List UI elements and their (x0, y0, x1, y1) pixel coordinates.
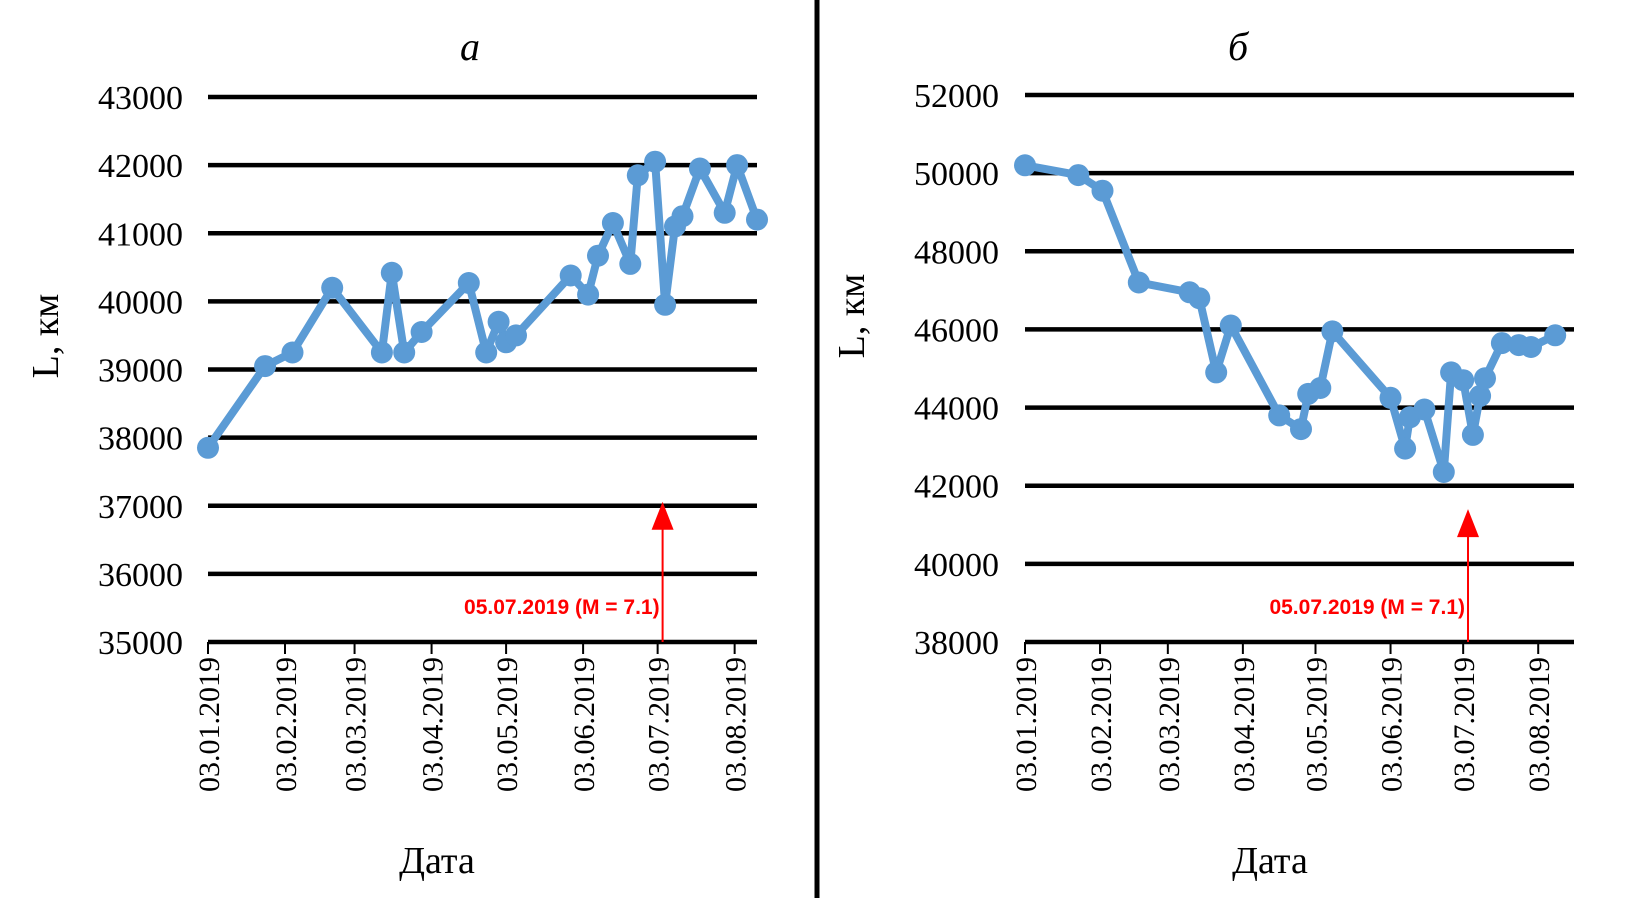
chart-2-data-point (1219, 314, 1242, 337)
chart-2-x-tick-label: 03.08.2019 (1523, 657, 1556, 792)
chart-1-data-point (746, 208, 768, 231)
chart-1-data-point (380, 261, 403, 284)
chart-2-data-point (1309, 377, 1332, 399)
chart-2-x-tick-label: 03.04.2019 (1228, 657, 1261, 792)
chart-1-data-point (281, 341, 304, 364)
chart-2-data-point (1490, 332, 1513, 355)
chart-2-data-point (1290, 418, 1312, 441)
chart-2-x-tick-label: 03.05.2019 (1300, 657, 1333, 792)
chart-1-data-point (654, 293, 677, 316)
chart-1-y-tick-label: 37000 (98, 489, 183, 526)
chart-1-x-tick-label: 03.05.2019 (491, 657, 524, 792)
chart-1-data-point (370, 341, 393, 364)
chart-1-annotation-arrow-head (651, 501, 674, 530)
chart-2-data-point (1067, 164, 1090, 187)
chart-2-y-tick-label: 52000 (914, 78, 999, 115)
chart-2-x-tick-label: 03.01.2019 (1010, 657, 1043, 792)
chart-1-x-tick-label: 03.06.2019 (568, 657, 601, 792)
chart-2-x-tick-label: 03.03.2019 (1153, 657, 1186, 792)
chart-2-data-point (1091, 179, 1114, 202)
chart-1-data-point (321, 276, 344, 299)
chart-2-data-point (1188, 287, 1211, 310)
chart-2-data-point (1474, 367, 1496, 390)
chart-2-y-tick-label: 48000 (914, 234, 999, 271)
chart-2-y-tick-label: 40000 (914, 547, 999, 584)
chart-2-data-point (1321, 320, 1344, 343)
chart-2-y-tick-label: 50000 (914, 156, 999, 193)
chart-2-panel-label: б (1228, 24, 1250, 69)
chart-1-data-point (197, 436, 219, 459)
chart-1-data-point (601, 212, 624, 234)
chart-2-data-point (1394, 437, 1417, 460)
chart-1-data-point (619, 252, 642, 275)
chart-1-data-point (587, 244, 609, 267)
chart-1-data-point (671, 205, 694, 228)
chart-1-x-tick-label: 03.08.2019 (720, 657, 753, 792)
chart-1-y-tick-label: 41000 (98, 216, 183, 253)
chart-1-data-point (393, 341, 416, 364)
chart-1-x-tick-label: 03.01.2019 (193, 657, 226, 792)
chart-1-data-point (713, 201, 736, 224)
chart-1-y-tick-label: 35000 (98, 625, 183, 662)
chart-1-y-tick-label: 39000 (98, 353, 183, 390)
chart-1-data-point (726, 154, 749, 177)
chart-1-y-tick-label: 36000 (98, 557, 183, 594)
chart-1-y-axis-title: L, км (25, 294, 67, 379)
chart-1-x-tick-label: 03.07.2019 (643, 657, 676, 792)
chart-1-data-point (505, 324, 527, 347)
chart-2-data-point (1452, 369, 1475, 392)
chart-2-data-point (1413, 398, 1436, 421)
chart-1-data-point (577, 283, 600, 306)
chart-1-data-point (644, 150, 667, 173)
chart-1-y-tick-label: 38000 (98, 421, 183, 458)
chart-2-x-tick-label: 03.07.2019 (1448, 657, 1481, 792)
chart-1-x-tick-label: 03.03.2019 (340, 657, 373, 792)
chart-2-y-axis-title: L, км (831, 274, 873, 359)
chart-2-data-point (1520, 336, 1542, 358)
chart-1-y-tick-label: 43000 (98, 80, 183, 117)
chart-2-data-point (1205, 361, 1228, 384)
chart-1-y-tick-label: 40000 (98, 284, 183, 321)
chart-2-data-point (1014, 154, 1036, 177)
chart-1-x-axis-title: Дата (399, 840, 475, 882)
chart-1-annotation-label: 05.07.2019 (M = 7.1) (464, 596, 660, 619)
chart-1-data-point (457, 272, 480, 294)
chart-2-data-point (1469, 384, 1492, 407)
chart-1-data-point (626, 164, 649, 187)
chart-1-data-point (559, 264, 582, 287)
chart-2-data-point (1268, 404, 1291, 427)
chart-2-y-tick-label: 38000 (914, 625, 999, 662)
chart-1-data-point (475, 341, 498, 364)
chart-2-y-tick-label: 44000 (914, 391, 999, 428)
chart-1-data-point (410, 321, 433, 343)
chart-2-data-point (1127, 271, 1150, 294)
chart-2-data-point (1432, 461, 1455, 483)
chart-2-annotation-arrow-head (1457, 509, 1480, 538)
chart-2-data-point (1461, 423, 1484, 446)
chart-2-y-tick-label: 42000 (914, 469, 999, 506)
chart-2-x-axis-title: Дата (1232, 840, 1308, 882)
chart-2-x-tick-label: 03.02.2019 (1085, 657, 1118, 792)
chart-2-y-tick-label: 46000 (914, 312, 999, 349)
chart-1-panel-label: а (460, 24, 480, 69)
chart-2-data-point (1544, 324, 1567, 347)
chart-1-y-tick-label: 42000 (98, 148, 183, 185)
chart-1-x-tick-label: 03.04.2019 (417, 657, 450, 792)
chart-2-data-point (1379, 386, 1402, 409)
chart-2-x-tick-label: 03.06.2019 (1376, 657, 1409, 792)
chart-1-data-point (688, 157, 711, 180)
chart-1-data-point (254, 355, 277, 378)
chart-2-annotation-label: 05.07.2019 (M = 7.1) (1269, 596, 1465, 619)
chart-1-data-point (487, 310, 510, 333)
chart-1-x-tick-label: 03.02.2019 (270, 657, 303, 792)
